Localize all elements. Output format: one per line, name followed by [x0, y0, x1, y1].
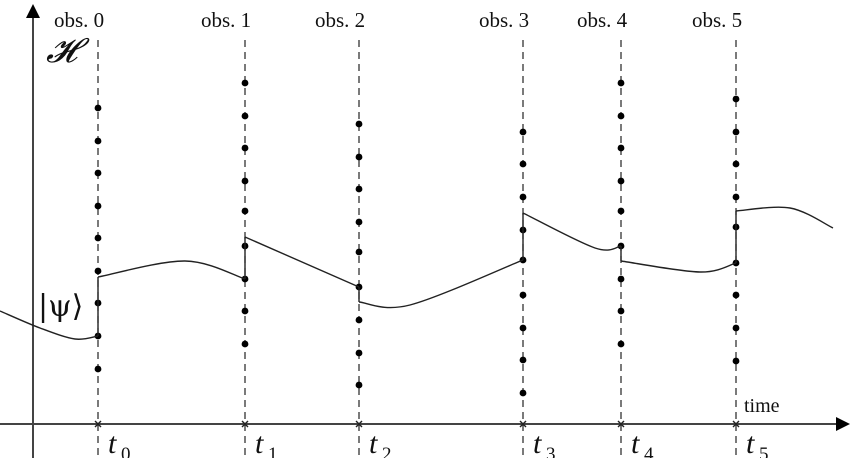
measurement-outcome-dot — [519, 193, 527, 201]
time-label: t — [746, 427, 755, 458]
measurement-outcome-dot — [355, 248, 363, 256]
time-label: t — [533, 427, 542, 458]
measurement-outcome-dot — [617, 79, 625, 87]
observation-4: obs. 4 t 4 — [577, 8, 654, 458]
measurement-outcome-dot — [94, 234, 102, 242]
observation-2: obs. 2 t 2 — [315, 8, 392, 458]
measurement-outcome-dot — [617, 177, 625, 185]
observation-label: obs. 2 — [315, 8, 365, 32]
time-tick-mark — [617, 420, 625, 428]
state-label: |ψ⟩ — [38, 289, 83, 324]
measurement-outcome-dot — [617, 340, 625, 348]
measurement-outcome-dot — [241, 79, 249, 87]
time-tick-mark — [732, 420, 740, 428]
measurement-outcome-dot — [519, 356, 527, 364]
observation-label: obs. 5 — [692, 8, 742, 32]
measurement-outcome-dot — [355, 218, 363, 226]
measurement-outcome-dot — [355, 316, 363, 324]
measurement-outcome-dot — [355, 381, 363, 389]
measurement-outcome-dot — [617, 112, 625, 120]
state-trajectory — [0, 206, 834, 340]
measurement-outcome-dot — [617, 275, 625, 283]
measurement-outcome-dot — [94, 104, 102, 112]
measurement-outcome-dot — [94, 365, 102, 373]
measurement-outcome-dot — [732, 95, 740, 103]
measurement-outcome-dot — [732, 128, 740, 136]
measurement-outcome-dot — [732, 160, 740, 168]
time-tick-mark — [94, 420, 102, 428]
evolution-segment-0 — [0, 310, 99, 340]
measurement-outcome-dot — [94, 137, 102, 145]
measurement-outcome-dot — [732, 357, 740, 365]
measurement-outcome-dot — [241, 144, 249, 152]
measurement-outcome-dot — [241, 307, 249, 315]
observation-0: obs. 0 t 0 — [54, 8, 131, 458]
measurement-outcome-dot — [519, 128, 527, 136]
time-label: t — [369, 427, 378, 458]
evolution-segment-4 — [522, 212, 622, 251]
evolution-segment-1 — [97, 260, 246, 280]
measurement-outcome-dot — [617, 144, 625, 152]
measurement-outcome-dot — [94, 202, 102, 210]
measurement-outcome-dot — [94, 169, 102, 177]
measurement-outcome-dot — [241, 340, 249, 348]
measurement-outcome-dot — [355, 349, 363, 357]
measurement-outcome-dot — [241, 177, 249, 185]
observation-label: obs. 3 — [479, 8, 529, 32]
measurement-outcome-dot — [355, 185, 363, 193]
measurement-outcome-dot — [355, 120, 363, 128]
time-label: t — [255, 427, 264, 458]
time-label-index: 1 — [268, 444, 278, 458]
time-label-index: 3 — [546, 444, 556, 458]
observation-3: obs. 3 t 3 — [479, 8, 556, 458]
observation-5: obs. 5 t 5 — [692, 8, 769, 458]
time-label-index: 0 — [121, 444, 131, 458]
time-tick-mark — [519, 420, 527, 428]
time-label-index: 4 — [644, 444, 654, 458]
evolution-segment-3 — [358, 259, 524, 309]
hilbert-space-label: 𝓗 — [46, 31, 90, 71]
measurement-outcome-dot — [241, 112, 249, 120]
measurement-outcome-dot — [519, 389, 527, 397]
observation-label: obs. 0 — [54, 8, 104, 32]
measurement-outcome-dot — [732, 324, 740, 332]
measurement-outcome-dot — [519, 160, 527, 168]
measurement-outcome-dot — [519, 324, 527, 332]
evolution-segment-6 — [735, 206, 834, 229]
evolution-segment-5 — [620, 260, 737, 273]
evolution-segment-2 — [244, 236, 360, 288]
measurement-outcome-dot — [94, 267, 102, 275]
observation-label: obs. 1 — [201, 8, 251, 32]
measurement-outcome-dot — [617, 207, 625, 215]
observation-label: obs. 4 — [577, 8, 628, 32]
measurement-outcome-dot — [732, 193, 740, 201]
measurement-outcome-dot — [519, 291, 527, 299]
measurement-outcome-dot — [732, 291, 740, 299]
time-tick-mark — [241, 420, 249, 428]
time-label: t — [108, 427, 117, 458]
measurement-outcome-dot — [617, 307, 625, 315]
time-label-index: 5 — [759, 444, 769, 458]
time-label: t — [631, 427, 640, 458]
time-axis-label: time — [744, 395, 780, 417]
measurement-outcome-dot — [241, 207, 249, 215]
observation-1: obs. 1 t 1 — [201, 8, 278, 458]
time-label-index: 2 — [382, 444, 392, 458]
time-tick-mark — [355, 420, 363, 428]
measurement-outcome-dot — [355, 153, 363, 161]
